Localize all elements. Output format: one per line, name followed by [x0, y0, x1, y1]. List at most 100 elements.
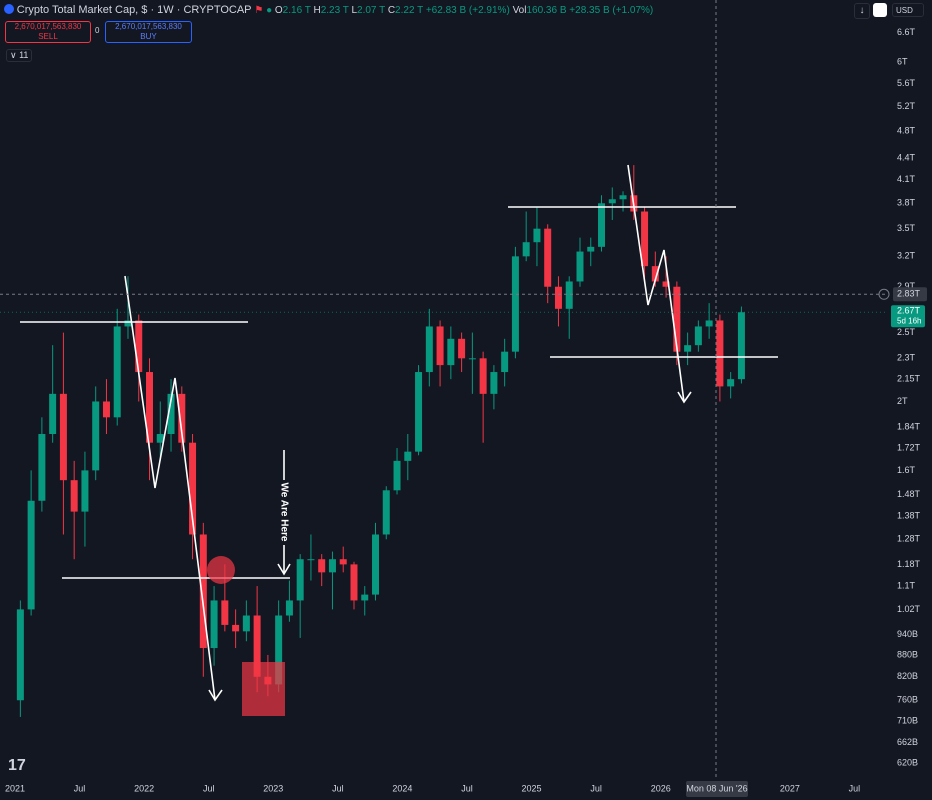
l-label: L [351, 5, 358, 16]
y-tick-label: 2.3T [897, 353, 916, 363]
candle-body [275, 615, 283, 685]
symbol-icon [4, 4, 14, 14]
countdown-label: 5d 16h [897, 316, 921, 325]
sell-label: SELL [38, 32, 58, 41]
candle-body [447, 338, 455, 366]
snapshot-button[interactable] [873, 3, 887, 17]
candle-body [113, 326, 121, 418]
sell-button[interactable]: 2,670,017,563,830 SELL [5, 21, 91, 43]
buy-price: 2,670,017,563,830 [115, 22, 182, 31]
candle-body [619, 195, 627, 200]
y-tick-label: 880B [897, 649, 918, 659]
y-tick-label: 760B [897, 695, 918, 705]
indicator-count: 11 [19, 50, 29, 60]
last-price-label: 2.67T [897, 306, 921, 316]
x-tick-label: Jul [590, 783, 602, 793]
candle-body [554, 286, 562, 309]
crosshair-y-label: 2.83T [897, 289, 921, 299]
vol-label: Vol [512, 5, 527, 16]
candle-body [361, 594, 369, 601]
arrow-head [277, 563, 291, 576]
candle-body [49, 393, 57, 435]
download-button[interactable]: ↓ [854, 3, 870, 19]
price-axis [888, 0, 932, 800]
candle-body [221, 600, 229, 625]
candle-body [404, 451, 412, 461]
time-axis [0, 780, 888, 800]
candle-body [318, 559, 326, 573]
candle-body [189, 442, 197, 535]
last-price-bg [891, 305, 925, 328]
candle-body [92, 401, 100, 471]
c-value: 2.22 T [395, 5, 424, 16]
candle-body [372, 534, 380, 595]
highlight-circle [207, 556, 235, 584]
candle-body [232, 624, 240, 632]
y-tick-label: 3.8T [897, 198, 916, 208]
candle-body [27, 500, 35, 610]
crosshair-x-label-bg [686, 781, 748, 797]
symbol-bar: Crypto Total Market Cap, $ · 1W · CRYPTO… [4, 4, 653, 16]
vol-change: +28.35 B (+1.07%) [569, 5, 654, 16]
candle-body [339, 559, 347, 565]
candle-body [533, 228, 541, 243]
y-tick-label: 1.02T [897, 604, 921, 614]
x-tick-label: Jul [461, 783, 473, 793]
x-tick-label: Jul [332, 783, 344, 793]
candle-body [135, 320, 143, 373]
o-value: 2.16 T [282, 5, 311, 16]
logo: 17 [8, 757, 26, 774]
y-tick-label: 710B [897, 716, 918, 726]
indicators-toggle[interactable]: ∨ 11 [6, 49, 33, 62]
candle-body [307, 559, 315, 561]
candle-body [490, 372, 498, 394]
y-tick-label: 620B [897, 757, 918, 767]
y-tick-label: 2.15T [897, 374, 921, 384]
buy-button[interactable]: 2,670,017,563,830 BUY [105, 21, 192, 43]
candle-body [565, 281, 573, 309]
y-tick-label: 4.4T [897, 152, 916, 162]
candle-body [598, 203, 606, 247]
candle-body [102, 401, 110, 418]
y-tick-label: 6.6T [897, 27, 916, 37]
candle-body [716, 320, 724, 387]
x-tick-label: Jul [74, 783, 86, 793]
y-tick-label: 2.5T [897, 327, 916, 337]
candle-body [415, 372, 423, 452]
candle-body [199, 534, 207, 649]
candle-body [242, 615, 250, 632]
candle-body [641, 211, 649, 267]
currency-select[interactable]: USD [892, 3, 924, 17]
candle-body [651, 266, 659, 282]
h-label: H [313, 5, 321, 16]
y-tick-label: 820B [897, 671, 918, 681]
crosshair-x-label: Mon 08 Jun '26 [686, 783, 747, 793]
candle-body [253, 615, 261, 677]
y-tick-label: 4.8T [897, 126, 916, 136]
drawings [20, 164, 778, 702]
candle-body [501, 351, 509, 373]
candle-body [382, 490, 390, 535]
h-value: 2.23 T [320, 5, 349, 16]
x-tick-label: 2021 [5, 783, 25, 793]
y-tick-label: 1.18T [897, 559, 921, 569]
annotation-text: We Are Here [278, 483, 289, 542]
candle-body [393, 460, 401, 491]
x-tick-label: 2025 [522, 783, 542, 793]
o-label: O [274, 5, 283, 16]
candle-body [511, 256, 519, 352]
spread: 0 [95, 26, 100, 35]
path-arrow [627, 164, 685, 403]
candle-body [167, 393, 175, 435]
candle-body [727, 379, 735, 387]
x-tick-label: 2024 [392, 783, 412, 793]
change: +62.83 B (+2.91%) [425, 5, 510, 16]
x-tick-label: 2027 [780, 783, 800, 793]
symbol-title: Crypto Total Market Cap, $ · 1W · CRYPTO… [16, 4, 252, 16]
y-tick-label: 5.2T [897, 101, 916, 111]
l-value: 2.07 T [357, 5, 386, 16]
vol-value: 160.36 B [526, 5, 567, 16]
candle-body [608, 199, 616, 204]
candle-body [705, 320, 713, 327]
candle-body [70, 480, 78, 512]
